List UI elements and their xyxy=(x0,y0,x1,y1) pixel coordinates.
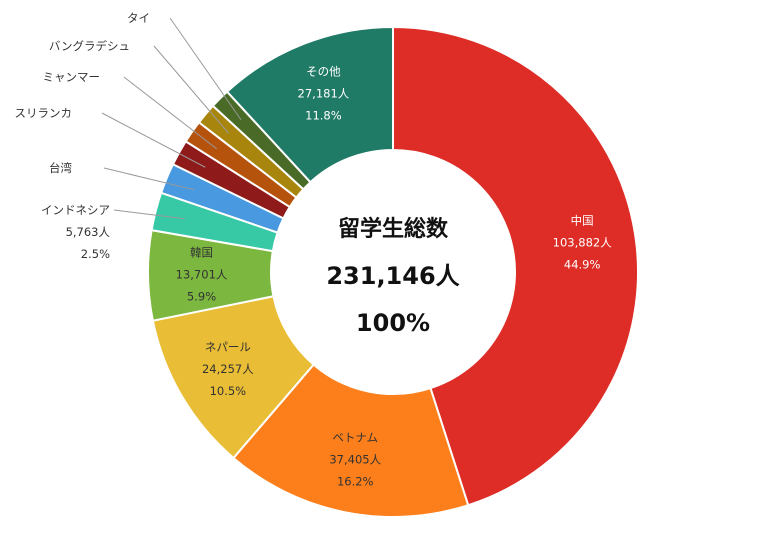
slice-label-5-0: 台湾 xyxy=(49,161,72,175)
slice-label-10-1: 27,181人 xyxy=(298,87,350,101)
leader-line-4 xyxy=(113,209,185,220)
slice-label-3-0: 韓国 xyxy=(190,246,213,260)
slice-label-1-0: ベトナム xyxy=(332,431,378,445)
slice-label-0-1: 103,882人 xyxy=(553,235,613,249)
center-total: 231,146人 xyxy=(326,262,459,290)
slice-label-4-2: 2.5% xyxy=(81,247,110,261)
slice-label-1-1: 37,405人 xyxy=(329,453,381,467)
leader-lines-group xyxy=(101,17,242,220)
slice-label-2-0: ネパール xyxy=(205,340,251,354)
slice-label-4-0: インドネシア xyxy=(41,203,110,217)
slice-label-0-0: 中国 xyxy=(571,213,594,227)
slice-label-10-0: その他 xyxy=(306,65,341,79)
center-percent: 100% xyxy=(356,309,430,337)
slice-label-3-2: 5.9% xyxy=(187,290,216,304)
slice-label-8-0: バングラデシュ xyxy=(49,39,130,53)
leader-line-7 xyxy=(123,76,218,150)
slice-label-9-0: タイ xyxy=(127,11,150,25)
slice-label-10-2: 11.8% xyxy=(305,109,342,123)
slice-label-3-1: 13,701人 xyxy=(176,268,228,282)
slice-label-0-2: 44.9% xyxy=(564,257,601,271)
slices-group xyxy=(147,25,639,518)
slice-label-2-2: 10.5% xyxy=(210,384,247,398)
slice-label-4-1: 5,763人 xyxy=(66,225,111,239)
leader-line-8 xyxy=(153,45,230,134)
center-title: 留学生総数 xyxy=(338,216,449,242)
slice-label-7-0: ミャンマー xyxy=(43,70,101,84)
slice-label-6-0: スリランカ xyxy=(15,106,73,120)
leader-line-9 xyxy=(169,17,242,121)
donut-hole xyxy=(271,150,515,394)
labels-group: 中国 103,882人 44.9% ベトナム 37,405人 16.2% ネパール 24,25… xyxy=(15,11,613,489)
leader-line-6 xyxy=(101,112,206,168)
slice-10 xyxy=(225,25,394,184)
slice-label-1-2: 16.2% xyxy=(337,475,374,489)
slice-label-2-1: 24,257人 xyxy=(202,362,254,376)
leader-line-5 xyxy=(103,167,195,191)
